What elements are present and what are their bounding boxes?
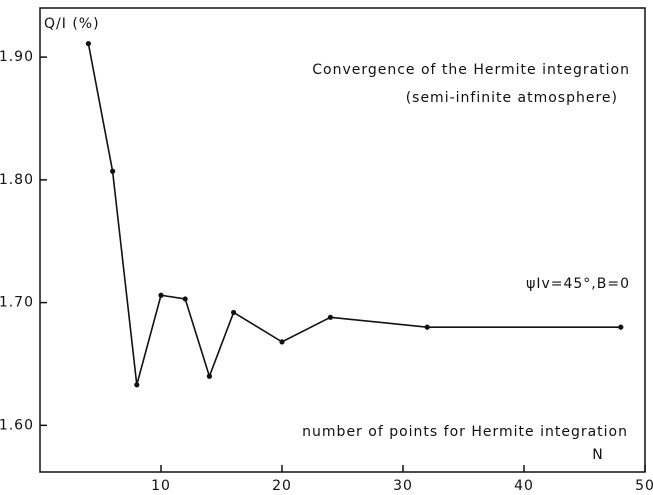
plot-frame: [39, 7, 646, 473]
point: [231, 309, 237, 316]
y-axis-label: Q/I (%): [44, 16, 100, 32]
point: [327, 314, 333, 320]
point: [134, 382, 140, 388]
point: [279, 339, 285, 345]
point: [618, 324, 624, 330]
x-axis-label: N: [592, 447, 603, 463]
point: [85, 40, 91, 47]
y-tick-label: 1.90: [0, 49, 34, 65]
y-tick-label: 1.80: [0, 172, 34, 188]
point: [182, 296, 188, 302]
chart-subtitle: (semi-infinite atmosphere): [406, 90, 618, 106]
annotation: number of points for Hermite integration: [302, 424, 628, 440]
x-tick-label: 20: [272, 478, 292, 494]
point: [424, 324, 430, 330]
annotation: ψIv=45°,B=0: [526, 276, 630, 292]
chart-title: Convergence of the Hermite integration: [312, 62, 630, 78]
y-tick-label: 1.60: [0, 417, 34, 433]
x-tick-label: 30: [393, 478, 413, 494]
point: [206, 373, 212, 379]
x-tick-label: 10: [151, 478, 171, 494]
point: [110, 168, 116, 174]
x-tick-label: 40: [514, 478, 534, 494]
x-tick-label: 50: [635, 478, 653, 494]
y-tick-label: 1.70: [0, 295, 34, 311]
point: [158, 292, 164, 298]
